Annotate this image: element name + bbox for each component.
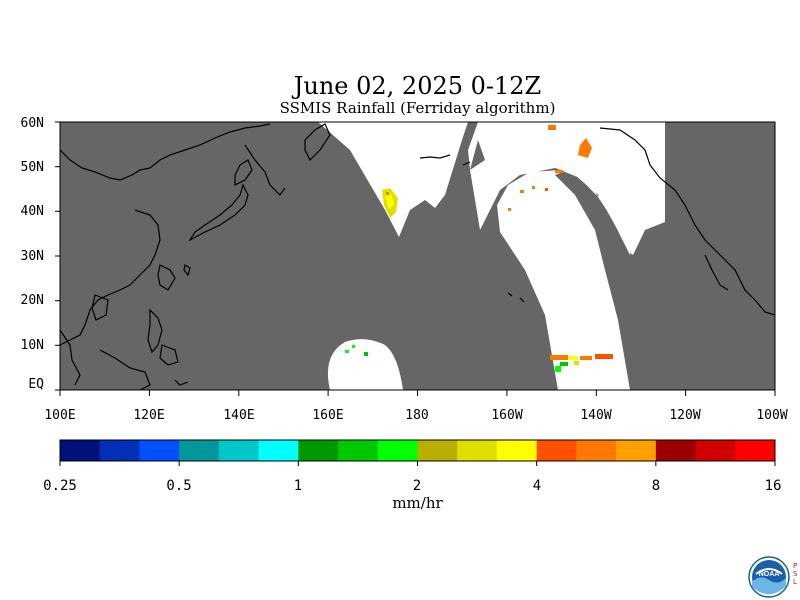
- colorbar-tick-8: 8: [651, 478, 661, 494]
- colorbar-swatch: [735, 440, 776, 461]
- colorbar-swatch: [139, 440, 180, 461]
- colorbar-swatch: [457, 440, 498, 461]
- colorbar-tick-4: 4: [532, 478, 542, 494]
- colorbar-tick-16: 16: [764, 478, 782, 494]
- lat-label-60n: 60N: [20, 116, 44, 131]
- coastlines: [60, 123, 775, 390]
- lat-label-eq: EQ: [28, 377, 44, 392]
- colorbar-swatch: [298, 440, 339, 461]
- lon-label-160e: 160E: [312, 408, 344, 423]
- colorbar-swatch: [655, 440, 697, 461]
- lon-label-160w: 160W: [491, 408, 523, 423]
- colorbar-tick-0-25: 0.25: [43, 478, 77, 494]
- lon-label-140w: 140W: [580, 408, 612, 423]
- colorbar-swatch: [496, 440, 538, 461]
- map-subtitle: SSMIS Rainfall (Ferriday algorithm): [279, 99, 556, 117]
- colorbar-swatch: [338, 440, 379, 461]
- rain-pixels: [345, 125, 613, 372]
- colorbar-swatch: [616, 440, 657, 461]
- lat-label-40n: 40N: [20, 204, 44, 219]
- colorbar-swatch: [417, 440, 458, 461]
- colorbar-tick-0-5: 0.5: [166, 478, 192, 494]
- axis-ticks: [55, 121, 776, 396]
- noaa-logo-text: NOAA: [759, 571, 780, 578]
- lat-label-10n: 10N: [20, 338, 44, 353]
- colorbar-swatch: [60, 440, 101, 461]
- lat-label-30n: 30N: [20, 249, 44, 264]
- colorbar-swatch: [576, 440, 617, 461]
- colorbar-swatch: [377, 440, 418, 461]
- lat-label-50n: 50N: [20, 160, 44, 175]
- colorbar-tick-2: 2: [412, 478, 422, 494]
- map-title: June 02, 2025 0-12Z: [293, 72, 542, 100]
- colorbar-swatch: [179, 440, 220, 461]
- lon-label-180: 180: [405, 408, 429, 423]
- swath-coverage: [318, 122, 665, 390]
- lon-label-100w: 100W: [756, 408, 788, 423]
- lon-label-120w: 120W: [669, 408, 701, 423]
- noaa-logo-icon: NOAA: [748, 556, 790, 598]
- colorbar-swatch: [695, 440, 736, 461]
- colorbar-swatch: [536, 440, 577, 461]
- colorbar-swatch: [258, 440, 299, 461]
- colorbar: [59, 439, 776, 466]
- colorbar-swatch: [218, 440, 260, 461]
- lon-label-120e: 120E: [133, 408, 165, 423]
- colorbar-tick-1: 1: [293, 478, 303, 494]
- lon-label-140e: 140E: [223, 408, 255, 423]
- lat-label-20n: 20N: [20, 293, 44, 308]
- colorbar-swatch: [99, 440, 140, 461]
- lon-label-100e: 100E: [44, 408, 76, 423]
- colorbar-units: mm/hr: [392, 494, 443, 512]
